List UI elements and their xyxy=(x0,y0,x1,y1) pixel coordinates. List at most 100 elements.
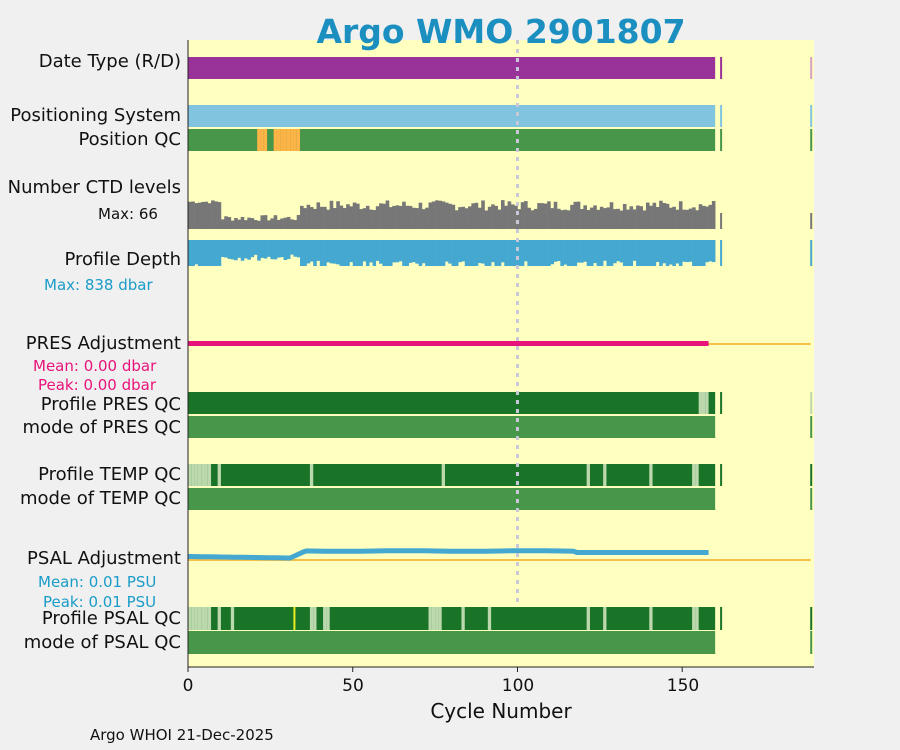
ctd-levels-bar xyxy=(573,201,578,229)
ctd-levels-bar xyxy=(626,209,630,229)
profile-depth-bar xyxy=(365,240,370,266)
profile-depth-bar xyxy=(379,240,383,264)
ctd-levels-bar xyxy=(415,208,419,229)
ctd-levels-bar xyxy=(520,202,525,229)
profile-depth-bar xyxy=(421,240,426,264)
profile-depth-bar xyxy=(395,240,400,263)
ctd-levels-bar xyxy=(214,201,218,229)
profile-pres-qc-cell xyxy=(720,392,723,414)
profile-temp-qc-cell xyxy=(194,464,198,486)
profile-depth-bar xyxy=(514,240,518,266)
profile-depth-bar xyxy=(280,240,284,258)
profile-depth-bar xyxy=(586,240,591,266)
x-tick-label: 0 xyxy=(182,676,194,696)
profile-depth-bar xyxy=(692,240,696,266)
row-label-mode-psal-qc: mode of PSAL QC xyxy=(23,632,181,653)
profile-depth-bar xyxy=(501,240,505,263)
profile-pres-qc-cell xyxy=(701,392,706,414)
ctd-levels-bar xyxy=(276,219,281,229)
ctd-levels-bar xyxy=(540,203,545,229)
profile-depth-bar xyxy=(701,240,706,266)
ctd-levels-bar xyxy=(197,202,202,229)
ctd-levels-bar xyxy=(454,210,459,229)
ctd-levels-bar xyxy=(253,220,258,229)
profile-temp-qc-cell xyxy=(603,464,607,486)
ctd-levels-bar xyxy=(557,208,561,229)
position-qc-flag-cell xyxy=(276,129,281,151)
ctd-levels-bar xyxy=(606,207,611,229)
profile-depth-bar xyxy=(563,240,568,265)
row-label-profile-psal-qc: Profile PSAL QC xyxy=(41,608,181,629)
profile-depth-bar xyxy=(326,240,330,263)
ctd-levels-bar xyxy=(398,205,403,229)
x-axis-label: Cycle Number xyxy=(430,699,572,723)
profile-depth-bar xyxy=(253,240,258,255)
profile-temp-qc-cell xyxy=(217,464,221,486)
x-tick-label: 100 xyxy=(501,676,535,696)
profile-depth-bar xyxy=(669,240,673,265)
profile-depth-bar xyxy=(435,240,439,266)
profile-depth-bar xyxy=(507,240,512,266)
profile-depth-bar xyxy=(494,240,499,266)
ctd-levels-bar xyxy=(481,200,485,229)
profile-depth-bar xyxy=(201,240,205,266)
ctd-levels-bar xyxy=(247,217,251,229)
position-qc-flag-cell xyxy=(280,129,284,151)
profile-depth-bar xyxy=(688,240,693,262)
ctd-levels-bar xyxy=(514,205,518,229)
profile-depth-bar xyxy=(234,240,238,261)
profile-psal-qc-cell xyxy=(431,607,436,630)
ctd-levels-bar xyxy=(698,204,703,229)
ctd-levels-bar xyxy=(537,203,541,229)
profile-depth-bar xyxy=(510,240,515,266)
profile-depth-bar xyxy=(346,240,350,266)
profile-depth-bar xyxy=(197,240,202,266)
profile-depth-bar xyxy=(481,240,485,264)
ctd-levels-bar xyxy=(685,209,690,229)
date-type-cell xyxy=(810,57,813,79)
positioning-system-cell xyxy=(720,105,723,127)
profile-depth-bar xyxy=(438,240,442,266)
profile-temp-qc-cell xyxy=(649,464,653,486)
ctd-levels-bar xyxy=(543,203,548,229)
ctd-levels-bar xyxy=(720,213,723,229)
profile-depth-bar xyxy=(428,240,433,266)
ctd-levels-bar xyxy=(524,201,528,229)
pres-peak-stat: Peak: 0.00 dbar xyxy=(38,376,157,394)
ctd-levels-bar xyxy=(273,215,278,229)
profile-psal-qc-cell xyxy=(461,607,465,630)
profile-psal-qc-cell xyxy=(487,607,492,630)
ctd-levels-bar xyxy=(632,209,637,229)
ctd-levels-bar xyxy=(652,202,657,229)
row-label-profile-depth: Profile Depth xyxy=(64,249,181,270)
profile-depth-bar xyxy=(431,240,436,266)
profile-depth-bar xyxy=(188,240,192,266)
ctd-levels-bar xyxy=(642,210,647,229)
profile-psal-qc-cell xyxy=(197,607,202,630)
profile-depth-bar xyxy=(645,240,650,266)
profile-depth-bar xyxy=(270,240,274,260)
ctd-levels-bar xyxy=(659,200,663,229)
row-label-positioning-system: Positioning System xyxy=(10,105,181,126)
ctd-levels-bar xyxy=(188,201,192,229)
profile-temp-qc-cell xyxy=(810,464,813,486)
profile-depth-bar xyxy=(194,240,199,265)
ctd-levels-bar xyxy=(369,209,373,229)
ctd-levels-bar xyxy=(678,201,683,229)
profile-pres-qc-bar xyxy=(188,392,716,414)
ctd-levels-bar xyxy=(675,209,680,229)
profile-depth-bar xyxy=(323,240,327,266)
profile-depth-bar xyxy=(316,240,321,261)
profile-depth-bar xyxy=(356,240,360,266)
ctd-levels-bar xyxy=(609,202,614,229)
profile-depth-bar xyxy=(543,240,548,266)
profile-depth-bar xyxy=(263,240,268,259)
positioning-system-cell xyxy=(810,105,813,127)
depth-max-stat: Max: 838 dbar xyxy=(44,276,153,294)
position-qc-flag-cell xyxy=(296,129,301,151)
profile-depth-bar xyxy=(639,240,643,266)
ctd-levels-bar xyxy=(497,209,502,229)
ctd-levels-bar xyxy=(207,203,212,229)
ctd-levels-bar xyxy=(672,206,676,229)
ctd-levels-bar xyxy=(477,207,482,229)
